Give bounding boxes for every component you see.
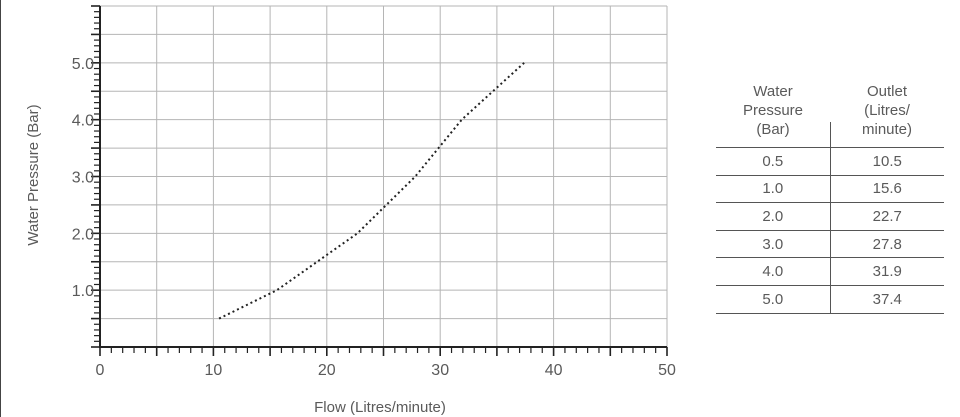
header-line: Outlet (867, 83, 908, 100)
x-tick-label: 30 (431, 362, 449, 379)
grid (100, 5, 668, 347)
table-header-row: Water Pressure (Bar) Outlet (Litres/ min… (716, 82, 944, 148)
x-tick-label: 20 (318, 362, 336, 379)
table-cell: 37.4 (829, 284, 944, 314)
y-tick-label: 1.0 (72, 283, 94, 300)
tick-labels: 0 10 20 30 40 50 1.0 2.0 3.0 4.0 5.0 (72, 56, 676, 379)
y-tick-label: 2.0 (72, 226, 94, 243)
chart: 0 10 20 30 40 50 1.0 2.0 3.0 4.0 5.0 Flow (Litres/… (25, 5, 676, 416)
table-header-outlet: Outlet (Litres/ minute) (830, 82, 944, 148)
table-cell: 22.7 (829, 202, 944, 231)
table-cell: 31.9 (829, 257, 944, 286)
table-cell: 0.5 (716, 147, 831, 176)
table-row: 1.0 15.6 (716, 174, 944, 203)
table-row: 3.0 27.8 (716, 229, 944, 258)
y-tick-label: 3.0 (72, 170, 94, 187)
table-cell: 5.0 (716, 284, 831, 314)
table-cell: 10.5 (829, 147, 944, 176)
y-tick-label: 5.0 (72, 56, 94, 73)
table-row: 5.0 37.4 (716, 284, 944, 314)
header-line: minute) (862, 121, 913, 138)
header-line: (Litres/ (864, 102, 910, 119)
table-cell: 15.6 (829, 174, 944, 203)
table-cell: 3.0 (716, 229, 831, 258)
series-line (218, 62, 525, 320)
x-axis-label: Flow (Litres/minute) (314, 399, 446, 416)
table-cell: 2.0 (716, 202, 831, 231)
header-line: Pressure (743, 102, 804, 119)
table-cell: 1.0 (716, 174, 831, 203)
header-line: (Bar) (756, 121, 790, 138)
table-row: 2.0 22.7 (716, 202, 944, 231)
table-row: 4.0 31.9 (716, 257, 944, 286)
table-header-pressure: Water Pressure (Bar) (716, 82, 830, 148)
y-tick-label: 4.0 (72, 113, 94, 130)
x-tick-label: 10 (205, 362, 223, 379)
x-tick-label: 0 (96, 362, 105, 379)
header-line: Water (753, 83, 793, 100)
table-cell: 4.0 (716, 257, 831, 286)
ticks (91, 5, 668, 356)
table-cell: 27.8 (829, 229, 944, 258)
x-tick-label: 40 (545, 362, 563, 379)
x-tick-label: 50 (658, 362, 676, 379)
y-axis-label: Water Pressure (Bar) (25, 104, 42, 245)
table-row: 0.5 10.5 (716, 147, 944, 176)
pressure-flow-table: Water Pressure (Bar) Outlet (Litres/ min… (716, 82, 944, 314)
